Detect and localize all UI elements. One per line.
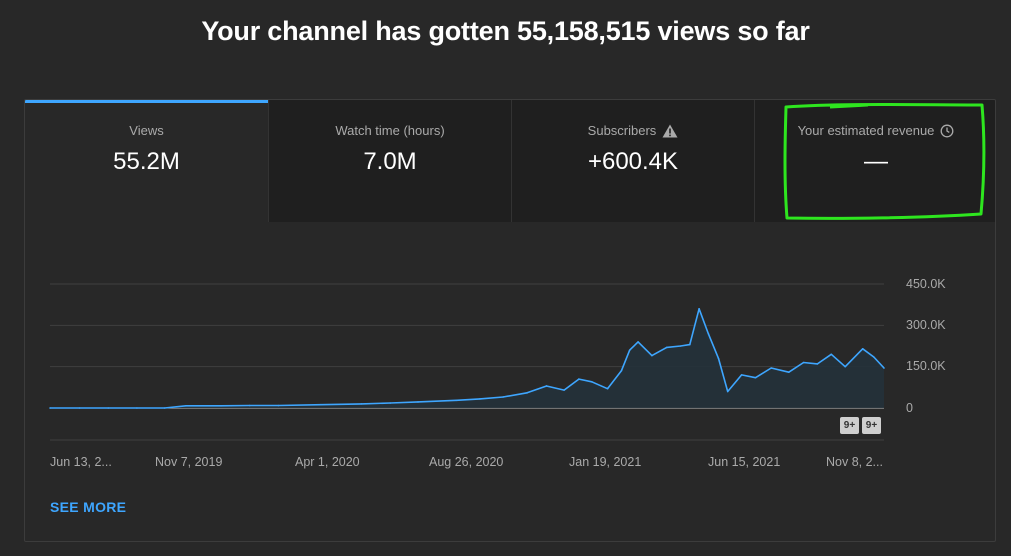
tab-estimated-revenue[interactable]: Your estimated revenue — bbox=[754, 100, 995, 222]
clock-icon[interactable] bbox=[940, 124, 954, 138]
y-tick-label: 0 bbox=[906, 401, 913, 415]
tab-value: — bbox=[864, 148, 888, 175]
analytics-card: Views 55.2M Watch time (hours) 7.0M Subs… bbox=[24, 99, 996, 542]
tab-value: +600.4K bbox=[587, 148, 679, 175]
x-tick-label: Nov 8, 2... bbox=[826, 455, 883, 469]
x-tick-label: Nov 7, 2019 bbox=[155, 455, 223, 469]
tab-label: Watch time (hours) bbox=[335, 123, 445, 138]
tab-value: 55.2M bbox=[113, 148, 180, 175]
y-tick-label: 450.0K bbox=[906, 277, 946, 291]
warning-icon[interactable] bbox=[662, 124, 678, 138]
tab-label: Subscribers bbox=[512, 123, 754, 138]
page-title: Your channel has gotten 55,158,515 views… bbox=[201, 16, 810, 46]
x-tick-label: Apr 1, 2020 bbox=[295, 455, 360, 469]
tab-subscribers[interactable]: Subscribers +600.4K bbox=[511, 100, 754, 222]
x-tick-label: Jun 13, 2... bbox=[50, 455, 112, 469]
metric-tabs: Views 55.2M Watch time (hours) 7.0M Subs… bbox=[25, 100, 995, 222]
see-more-link[interactable]: SEE MORE bbox=[50, 499, 127, 515]
notes-badge[interactable]: 9+ bbox=[840, 417, 859, 434]
tab-label: Your estimated revenue bbox=[755, 123, 995, 138]
y-tick-label: 150.0K bbox=[906, 359, 946, 373]
x-tick-label: Jan 19, 2021 bbox=[569, 455, 642, 469]
tab-watch-time[interactable]: Watch time (hours) 7.0M bbox=[268, 100, 511, 222]
x-tick-label: Jun 15, 2021 bbox=[708, 455, 781, 469]
notes-badge[interactable]: 9+ bbox=[862, 417, 881, 434]
x-tick-label: Aug 26, 2020 bbox=[429, 455, 504, 469]
tab-label: Views bbox=[129, 123, 164, 138]
tab-views[interactable]: Views 55.2M bbox=[25, 100, 268, 222]
y-tick-label: 300.0K bbox=[906, 318, 946, 332]
tab-value: 7.0M bbox=[363, 148, 417, 175]
